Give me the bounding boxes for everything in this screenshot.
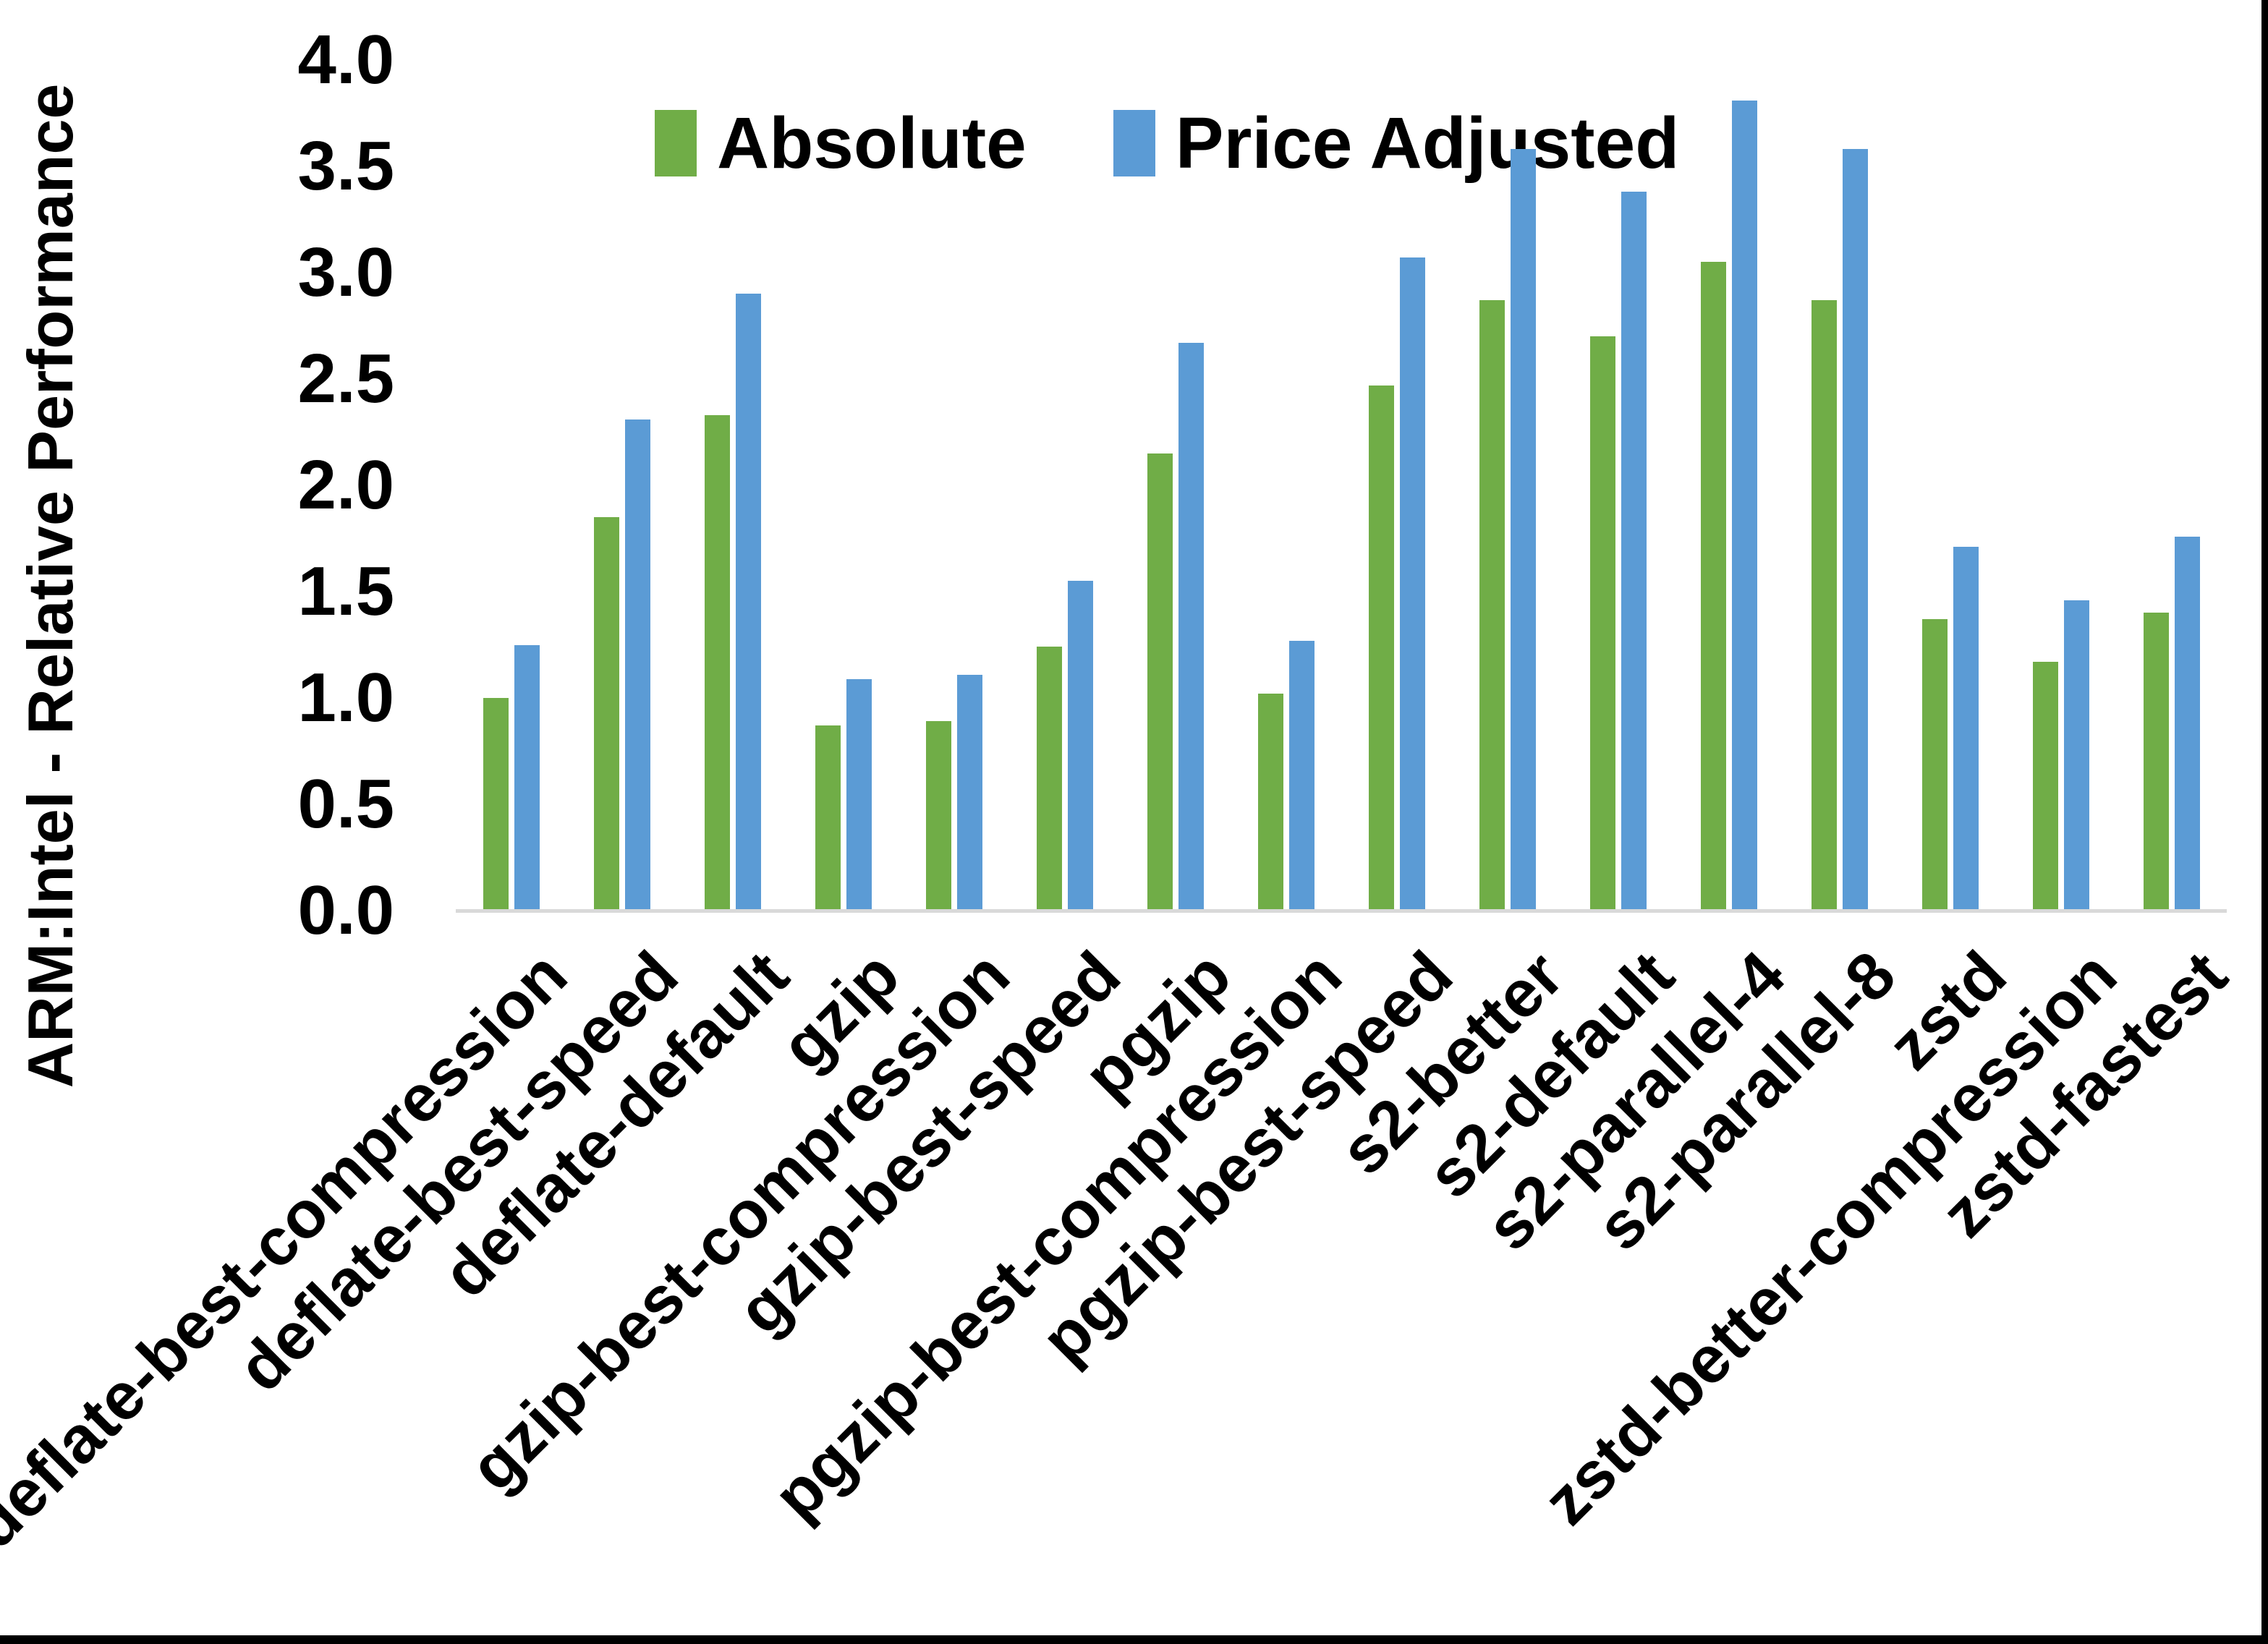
bar-absolute-pgzip xyxy=(1147,453,1173,911)
bar-price-adjusted-pgzip-best-speed xyxy=(1399,257,1425,911)
y-tick-label: 2.5 xyxy=(297,340,394,417)
price-adjusted-series-swatch xyxy=(1113,110,1155,176)
bar-absolute-gzip xyxy=(815,725,841,911)
bar-price-adjusted-pgzip-best-compression xyxy=(1288,640,1314,911)
bar-absolute-deflate-default xyxy=(704,414,730,911)
y-tick-label: 1.0 xyxy=(297,659,394,736)
bar-price-adjusted-s2-default xyxy=(1621,192,1647,911)
bar-absolute-s2-better xyxy=(1479,300,1505,911)
y-tick-label: 1.5 xyxy=(297,553,394,630)
bar-absolute-zstd-better-compression xyxy=(2032,662,2058,911)
legend-item-absolute: Absolute xyxy=(655,107,1027,179)
legend: Absolute Price Adjusted xyxy=(655,107,1679,179)
legend-label-price-adjusted: Price Adjusted xyxy=(1175,103,1680,184)
y-tick-label: 4.0 xyxy=(297,21,394,98)
y-tick-label: 3.5 xyxy=(297,127,394,205)
bar-price-adjusted-pgzip xyxy=(1178,343,1204,911)
y-axis-title: ARM:Intel - Relative Performance xyxy=(14,83,86,1089)
bar-price-adjusted-s2-parallel-8 xyxy=(1842,149,1868,911)
bar-absolute-zstd-fastest xyxy=(2143,613,2169,911)
bar-price-adjusted-gzip xyxy=(846,678,872,911)
bar-absolute-gzip-best-compression xyxy=(925,721,951,911)
bar-price-adjusted-s2-parallel-4 xyxy=(1731,100,1757,911)
bar-absolute-s2-default xyxy=(1589,336,1615,911)
bar-price-adjusted-deflate-best-compression xyxy=(514,644,540,911)
bar-price-adjusted-deflate-best-speed xyxy=(624,419,650,911)
bar-absolute-pgzip-best-compression xyxy=(1257,694,1283,911)
y-tick-label: 2.0 xyxy=(297,446,394,524)
screenshot-edge-bottom xyxy=(0,1635,2268,1644)
bar-absolute-s2-parallel-4 xyxy=(1700,262,1726,911)
bar-absolute-zstd xyxy=(1921,619,1948,911)
absolute-series-swatch xyxy=(655,110,697,176)
bar-price-adjusted-zstd-fastest xyxy=(2174,536,2200,911)
y-tick-label: 0.0 xyxy=(297,872,394,949)
legend-label-absolute: Absolute xyxy=(717,103,1027,184)
screenshot-edge-right xyxy=(2261,0,2268,1644)
bar-absolute-gzip-best-speed xyxy=(1036,647,1062,911)
bar-price-adjusted-zstd-better-compression xyxy=(2063,600,2089,911)
bar-price-adjusted-s2-better xyxy=(1510,149,1536,911)
bar-absolute-deflate-best-speed xyxy=(593,517,619,911)
bar-absolute-deflate-best-compression xyxy=(483,698,509,911)
y-tick-label: 3.0 xyxy=(297,234,394,311)
bar-price-adjusted-zstd xyxy=(1953,547,1979,911)
bar-absolute-s2-parallel-8 xyxy=(1811,300,1837,911)
bar-price-adjusted-gzip-best-compression xyxy=(956,674,982,911)
bar-absolute-pgzip-best-speed xyxy=(1368,385,1394,911)
x-axis-line xyxy=(456,909,2227,913)
y-tick-label: 0.5 xyxy=(297,765,394,843)
bar-price-adjusted-deflate-default xyxy=(735,294,761,911)
legend-item-price-adjusted: Price Adjusted xyxy=(1113,107,1679,179)
bar-price-adjusted-gzip-best-speed xyxy=(1067,581,1093,911)
